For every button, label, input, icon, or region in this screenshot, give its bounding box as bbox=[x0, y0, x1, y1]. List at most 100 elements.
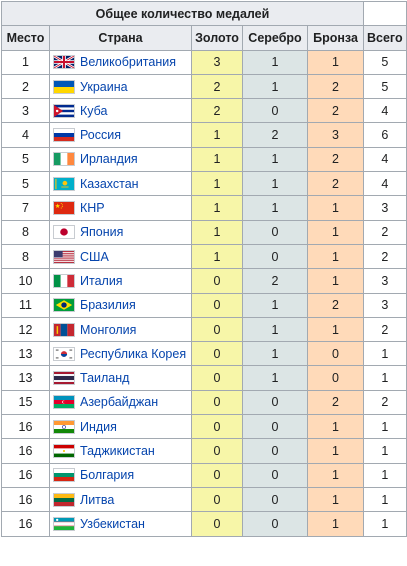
table-row: 8 США 1 0 1 2 bbox=[1, 243, 407, 270]
country-link[interactable]: Япония bbox=[80, 225, 124, 240]
silver-cell: 2 bbox=[242, 268, 308, 294]
bronze-cell: 1 bbox=[307, 486, 364, 513]
country-cell: Республика Корея bbox=[49, 341, 192, 367]
country-link[interactable]: Таиланд bbox=[80, 371, 130, 386]
table-row: 1 Великобритания 3 1 1 5 bbox=[1, 49, 407, 75]
medal-table: Общее количество медалей Место Страна Зо… bbox=[1, 0, 407, 537]
cu-flag-icon bbox=[53, 103, 75, 118]
country-cell: Индия bbox=[49, 414, 192, 440]
silver-cell: 0 bbox=[242, 414, 308, 440]
country-cell: Казахстан bbox=[49, 171, 192, 197]
gold-cell: 0 bbox=[191, 486, 243, 513]
table-row: 2 Украина 2 1 2 5 bbox=[1, 73, 407, 100]
table-row: 16 Болгария 0 0 1 1 bbox=[1, 462, 407, 488]
header-silver[interactable]: Серебро bbox=[242, 25, 308, 51]
corner-cell bbox=[363, 0, 407, 27]
table-row: 15 Азербайджан 0 0 2 2 bbox=[1, 389, 407, 416]
total-cell: 5 bbox=[363, 73, 407, 100]
header-bronze[interactable]: Бронза bbox=[307, 25, 364, 51]
place-cell: 4 bbox=[1, 122, 50, 148]
silver-cell: 0 bbox=[242, 243, 308, 270]
total-cell: 4 bbox=[363, 171, 407, 197]
place-cell: 13 bbox=[1, 365, 50, 391]
gold-cell: 0 bbox=[191, 414, 243, 440]
country-link[interactable]: КНР bbox=[80, 201, 105, 216]
country-link[interactable]: Бразилия bbox=[80, 298, 136, 313]
country-link[interactable]: Индия bbox=[80, 419, 117, 434]
table-row: 16 Литва 0 0 1 1 bbox=[1, 486, 407, 513]
country-link[interactable]: Азербайджан bbox=[80, 395, 159, 410]
bronze-cell: 2 bbox=[307, 292, 364, 318]
country-cell: США bbox=[49, 243, 192, 270]
total-cell: 4 bbox=[363, 146, 407, 173]
country-link[interactable]: Ирландия bbox=[80, 152, 138, 167]
total-cell: 1 bbox=[363, 341, 407, 367]
table-row: 13 Таиланд 0 1 0 1 bbox=[1, 365, 407, 391]
ua-flag-icon bbox=[53, 79, 75, 94]
country-cell: Болгария bbox=[49, 462, 192, 488]
header-total[interactable]: Всего bbox=[363, 25, 407, 51]
silver-cell: 2 bbox=[242, 122, 308, 148]
bronze-cell: 1 bbox=[307, 316, 364, 343]
bronze-cell: 1 bbox=[307, 511, 364, 537]
bronze-cell: 1 bbox=[307, 219, 364, 245]
cn-flag-icon bbox=[53, 201, 75, 216]
place-cell: 5 bbox=[1, 171, 50, 197]
jp-flag-icon bbox=[53, 225, 75, 240]
place-cell: 1 bbox=[1, 49, 50, 75]
header-country[interactable]: Страна bbox=[49, 25, 192, 51]
title-row: Общее количество медалей bbox=[1, 0, 407, 27]
gold-cell: 1 bbox=[191, 122, 243, 148]
country-link[interactable]: Болгария bbox=[80, 468, 135, 483]
place-cell: 12 bbox=[1, 316, 50, 343]
th-flag-icon bbox=[53, 371, 75, 386]
ru-flag-icon bbox=[53, 128, 75, 143]
country-cell: Узбекистан bbox=[49, 511, 192, 537]
table-row: 4 Россия 1 2 3 6 bbox=[1, 122, 407, 148]
country-link[interactable]: Республика Корея bbox=[80, 346, 187, 361]
country-link[interactable]: Узбекистан bbox=[80, 516, 145, 531]
silver-cell: 0 bbox=[242, 389, 308, 416]
table-row: 7 КНР 1 1 1 3 bbox=[1, 195, 407, 221]
country-cell: Азербайджан bbox=[49, 389, 192, 416]
total-cell: 1 bbox=[363, 414, 407, 440]
country-cell: КНР bbox=[49, 195, 192, 221]
header-place[interactable]: Место bbox=[1, 25, 50, 51]
gold-cell: 0 bbox=[191, 511, 243, 537]
header-gold[interactable]: Золото bbox=[191, 25, 243, 51]
country-link[interactable]: Казахстан bbox=[80, 176, 139, 191]
country-cell: Италия bbox=[49, 268, 192, 294]
country-link[interactable]: Литва bbox=[80, 492, 115, 507]
silver-cell: 0 bbox=[242, 219, 308, 245]
silver-cell: 1 bbox=[242, 316, 308, 343]
silver-cell: 1 bbox=[242, 341, 308, 367]
country-link[interactable]: США bbox=[80, 249, 109, 264]
total-cell: 3 bbox=[363, 195, 407, 221]
bronze-cell: 2 bbox=[307, 73, 364, 100]
country-link[interactable]: Великобритания bbox=[80, 55, 176, 70]
country-link[interactable]: Монголия bbox=[80, 322, 137, 337]
gold-cell: 1 bbox=[191, 171, 243, 197]
total-cell: 2 bbox=[363, 219, 407, 245]
gold-cell: 0 bbox=[191, 365, 243, 391]
bronze-cell: 1 bbox=[307, 49, 364, 75]
country-cell: Бразилия bbox=[49, 292, 192, 318]
bronze-cell: 3 bbox=[307, 122, 364, 148]
gold-cell: 3 bbox=[191, 49, 243, 75]
total-cell: 1 bbox=[363, 462, 407, 488]
country-cell: Япония bbox=[49, 219, 192, 245]
country-link[interactable]: Украина bbox=[80, 79, 128, 94]
country-cell: Литва bbox=[49, 486, 192, 513]
total-cell: 2 bbox=[363, 389, 407, 416]
country-link[interactable]: Куба bbox=[80, 103, 108, 118]
place-cell: 16 bbox=[1, 511, 50, 537]
gold-cell: 1 bbox=[191, 243, 243, 270]
country-link[interactable]: Россия bbox=[80, 128, 121, 143]
silver-cell: 0 bbox=[242, 511, 308, 537]
total-cell: 1 bbox=[363, 365, 407, 391]
gold-cell: 0 bbox=[191, 389, 243, 416]
country-link[interactable]: Таджикистан bbox=[80, 443, 155, 458]
silver-cell: 1 bbox=[242, 146, 308, 173]
country-link[interactable]: Италия bbox=[80, 273, 123, 288]
place-cell: 2 bbox=[1, 73, 50, 100]
